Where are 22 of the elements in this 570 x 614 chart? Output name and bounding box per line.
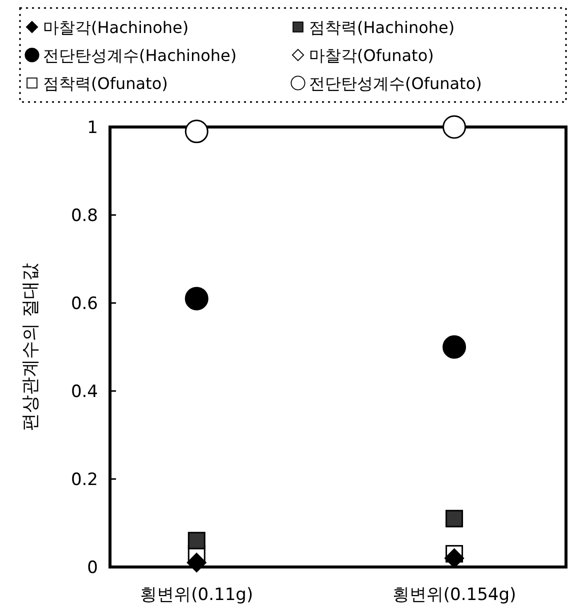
y-tick-label: 1 (87, 118, 98, 138)
point (446, 510, 464, 528)
y-tick-label: 0.8 (70, 206, 98, 226)
point (186, 552, 206, 572)
legend-label: 마찰각(Hachinohe) (43, 18, 189, 37)
y-tick-label: 0.2 (70, 470, 98, 490)
x-tick-label: 횡변위(0.11g) (140, 585, 254, 605)
y-axis-title: 편상관계수의 절대값 (20, 263, 41, 431)
point (188, 532, 206, 550)
legend-label: 마찰각(Ofunato) (309, 46, 434, 65)
y-tick-label: 0.6 (70, 294, 98, 314)
y-tick-label: 0.4 (70, 382, 98, 402)
y-tick-label: 0 (87, 558, 98, 578)
point (184, 120, 208, 144)
legend-label: 전단탄성계수(Hachinohe) (43, 46, 237, 65)
x-tick-label: 횡변위(0.154g) (392, 585, 516, 605)
point (442, 335, 466, 359)
legend-label: 점착력(Ofunato) (43, 74, 168, 93)
point (184, 286, 208, 310)
point (442, 115, 466, 139)
legend-label: 전단탄성계수(Ofunato) (309, 74, 482, 93)
legend-label: 점착력(Hachinohe) (309, 18, 455, 37)
